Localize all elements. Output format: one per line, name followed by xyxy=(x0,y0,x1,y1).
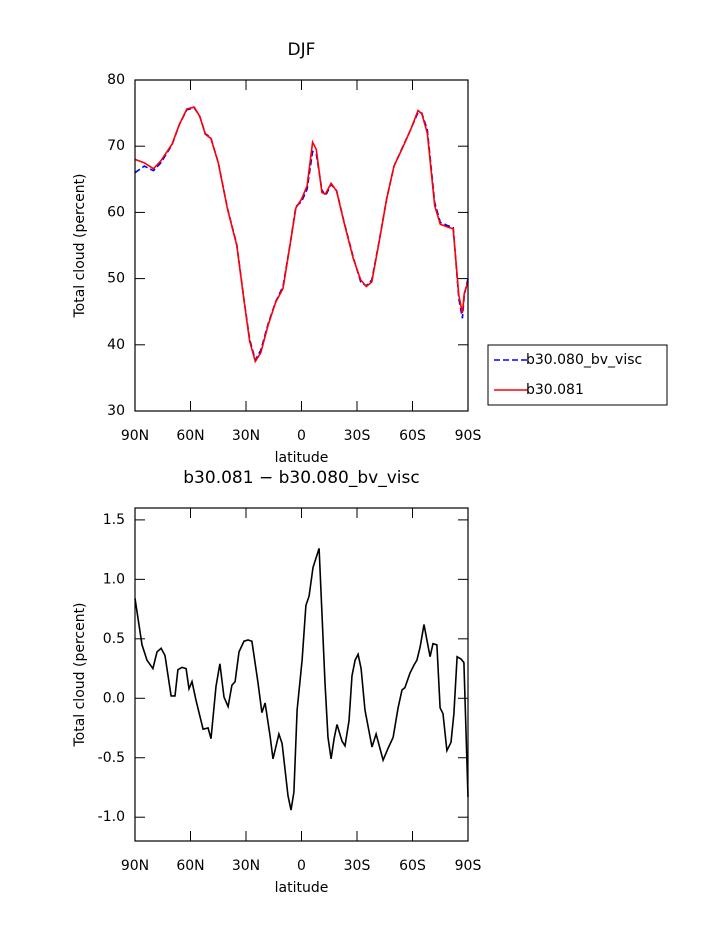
x-axis-label: latitude xyxy=(275,880,329,896)
y-tick-label: -0.5 xyxy=(98,750,125,766)
x-tick-label: 60N xyxy=(176,428,204,444)
x-tick-label: 0 xyxy=(297,428,306,444)
y-tick-label: 80 xyxy=(107,72,125,88)
legend-label: b30.081 xyxy=(526,382,584,398)
y-tick-label: 1.5 xyxy=(103,512,125,528)
data-line xyxy=(134,548,469,811)
x-tick-label: 90N xyxy=(121,428,149,444)
x-tick-label: 90S xyxy=(455,428,482,444)
chart-title: b30.081 − b30.080_bv_visc xyxy=(183,468,419,488)
x-tick-label: 30S xyxy=(344,428,371,444)
y-tick-label: -1.0 xyxy=(98,809,125,825)
data-line xyxy=(134,106,469,363)
x-tick-label: 60S xyxy=(399,858,426,874)
y-tick-label: 0.5 xyxy=(103,631,125,647)
x-tick-label: 60N xyxy=(176,858,204,874)
plot-frame xyxy=(134,79,469,412)
chart-title: DJF xyxy=(288,40,316,60)
y-axis-label: Total cloud (percent) xyxy=(72,602,88,747)
y-axis-label: Total cloud (percent) xyxy=(72,173,88,318)
x-tick-label: 30S xyxy=(344,858,371,874)
y-tick-label: 50 xyxy=(107,271,125,287)
legend-box xyxy=(487,344,668,406)
data-line xyxy=(134,106,469,364)
y-tick-label: 0.0 xyxy=(103,690,125,706)
x-tick-label: 30N xyxy=(232,428,260,444)
y-tick-label: 70 xyxy=(107,138,125,154)
plot-frame xyxy=(134,507,469,842)
legend-label: b30.080_bv_visc xyxy=(526,352,642,368)
x-tick-label: 0 xyxy=(297,858,306,874)
x-tick-label: 60S xyxy=(399,428,426,444)
x-tick-label: 90N xyxy=(121,858,149,874)
y-tick-label: 60 xyxy=(107,204,125,220)
y-tick-label: 30 xyxy=(107,403,125,419)
x-tick-label: 90S xyxy=(455,858,482,874)
y-tick-label: 40 xyxy=(107,337,125,353)
x-axis-label: latitude xyxy=(275,450,329,466)
x-tick-label: 30N xyxy=(232,858,260,874)
y-tick-label: 1.0 xyxy=(103,571,125,587)
